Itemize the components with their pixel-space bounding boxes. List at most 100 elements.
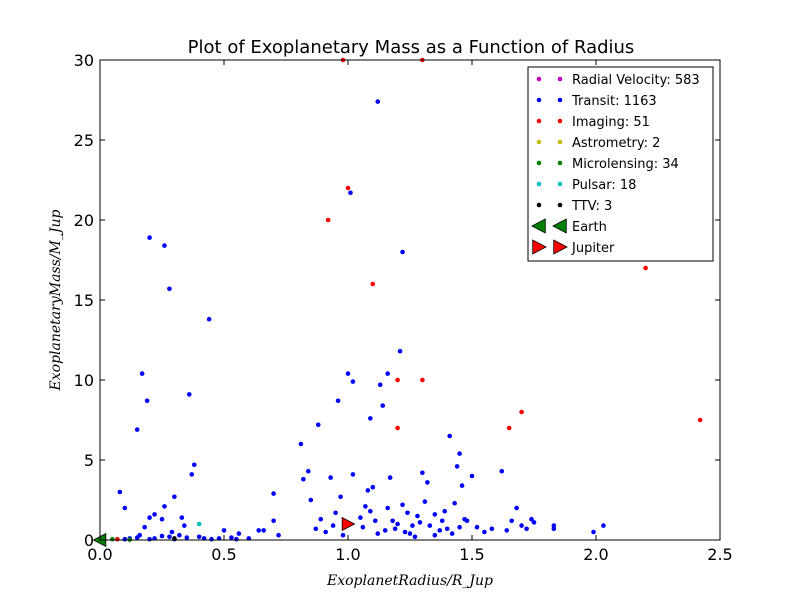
legend-marker-astrometry	[557, 139, 563, 145]
transit-point	[365, 488, 371, 493]
transit-point	[191, 462, 197, 468]
transit-point	[397, 348, 403, 354]
transit-point	[167, 286, 172, 292]
transit-point	[439, 518, 445, 524]
transit-point	[271, 518, 276, 524]
transit-point	[206, 316, 212, 322]
imaging-point	[697, 417, 703, 423]
transit-point	[122, 505, 128, 511]
legend-label-ttv: TTV: 3	[571, 199, 612, 214]
transit-point	[229, 535, 234, 540]
transit-point	[184, 535, 190, 540]
legend-marker-radial-velocity	[536, 76, 542, 82]
imaging-point	[643, 265, 648, 271]
imaging-point	[519, 409, 524, 415]
transit-point	[345, 371, 351, 376]
x-tick-label: 0.0	[87, 545, 112, 564]
transit-point	[318, 516, 324, 522]
imaging-point	[115, 536, 120, 542]
y-tick-label: 25	[74, 131, 94, 150]
transit-point	[422, 499, 428, 504]
transit-point	[182, 523, 187, 528]
transit-point	[387, 475, 393, 480]
transit-point	[186, 392, 192, 397]
transit-point	[368, 508, 373, 514]
transit-point	[504, 528, 510, 533]
transit-point	[306, 468, 311, 474]
transit-point	[159, 516, 165, 522]
transit-point	[551, 523, 557, 528]
chart-title: Plot of Exoplanetary Mass as a Function …	[188, 37, 635, 58]
transit-point	[236, 531, 242, 536]
transit-point	[375, 99, 381, 104]
transit-point	[514, 505, 519, 511]
transit-point	[457, 451, 462, 456]
legend-marker-ttv	[557, 202, 563, 208]
transit-point	[261, 528, 266, 533]
transit-point	[315, 422, 321, 428]
transit-point	[519, 523, 524, 528]
transit-point	[407, 531, 413, 536]
transit-point	[189, 472, 195, 477]
transit-point	[122, 536, 128, 542]
y-tick-label: 30	[74, 51, 94, 70]
transit-point	[382, 528, 388, 533]
x-tick-label: 2.5	[707, 545, 732, 564]
transit-point	[313, 526, 319, 532]
imaging-point	[395, 377, 400, 383]
legend-label-radial-velocity: Radial Velocity: 583	[572, 73, 700, 88]
legend: Radial Velocity: 583 Transit: 1163 Imaging…	[527, 66, 714, 262]
transit-point	[147, 515, 152, 520]
transit-point	[482, 529, 487, 535]
x-axis-label: ExoplanetRadius/R_Jup	[326, 573, 493, 589]
transit-point	[298, 441, 304, 447]
transit-point	[449, 531, 455, 536]
transit-point	[524, 526, 529, 532]
transit-point	[372, 518, 378, 524]
transit-point	[442, 508, 448, 514]
transit-point	[452, 500, 457, 506]
transit-point	[551, 526, 557, 532]
transit-point	[271, 491, 276, 496]
imaging-point	[506, 425, 512, 431]
transit-point	[335, 398, 341, 404]
transit-point	[276, 532, 281, 538]
x-tick-label: 1.0	[335, 545, 360, 564]
transit-point	[447, 433, 452, 439]
transit-point	[323, 529, 328, 535]
transit-point	[177, 532, 182, 538]
transit-point	[462, 516, 467, 522]
transit-point	[147, 235, 152, 240]
y-tick-label: 10	[74, 371, 94, 390]
transit-point	[412, 534, 418, 540]
legend-label-imaging: Imaging: 51	[572, 115, 650, 130]
transit-point	[377, 382, 383, 388]
legend-marker-imaging	[536, 118, 542, 124]
transit-point	[489, 526, 495, 532]
legend-marker-ttv	[536, 202, 542, 208]
transit-point	[159, 533, 165, 539]
transit-point	[152, 512, 157, 517]
transit-point	[375, 531, 381, 536]
transit-point	[427, 523, 433, 528]
transit-point	[134, 427, 140, 432]
transit-point	[469, 473, 475, 479]
imaging-point	[345, 185, 351, 191]
transit-point	[444, 526, 450, 532]
legend-label-microlensing: Microlensing: 34	[572, 157, 679, 172]
transit-point	[405, 510, 410, 516]
legend-label-transit: Transit: 1163	[571, 94, 657, 109]
transit-point	[457, 524, 462, 530]
transit-point	[358, 515, 363, 520]
transit-point	[380, 403, 386, 408]
imaging-point	[325, 217, 331, 223]
transit-point	[385, 371, 390, 376]
transit-point	[368, 416, 373, 421]
transit-point	[169, 529, 175, 535]
legend-marker-earth	[531, 218, 546, 234]
transit-point	[601, 523, 606, 528]
transit-point	[437, 528, 443, 533]
legend-marker-astrometry	[536, 139, 542, 145]
y-tick-label: 5	[84, 451, 94, 470]
transit-point	[340, 532, 346, 538]
